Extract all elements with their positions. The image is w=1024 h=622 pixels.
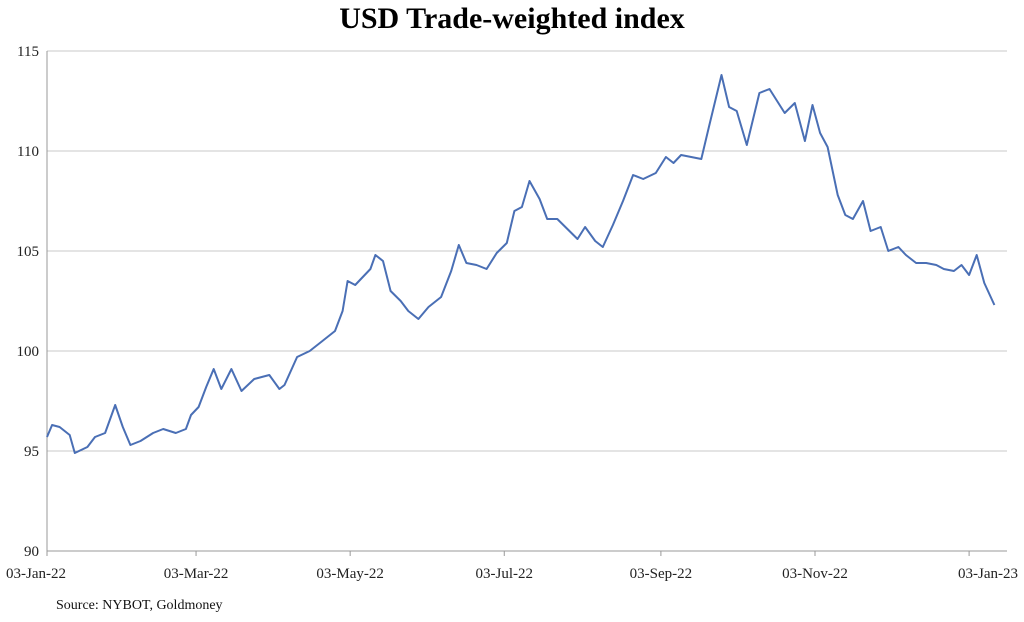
chart-title: USD Trade-weighted index [339,2,685,35]
y-tick-label: 105 [17,244,40,260]
y-axis-ticks: 90 95 100 105 110 115 [17,44,40,560]
x-tick-label: 03-Mar-22 [164,566,229,582]
y-tick-label: 110 [17,144,39,160]
y-tick-label: 90 [24,544,39,560]
x-tick-label: 03-Nov-22 [782,566,848,582]
x-tick-label: 03-Sep-22 [630,566,693,582]
x-tick-label: 03-Jul-22 [476,566,534,582]
series-line-0 [46,74,996,454]
gridlines [47,50,1007,452]
x-tick-label: 03-Jan-22 [6,566,66,582]
axes [46,51,1007,552]
source-note: Source: NYBOT, Goldmoney [56,598,223,613]
y-tick-label: 115 [17,44,39,60]
y-tick-label: 100 [17,344,40,360]
y-tick-label: 95 [24,444,39,460]
x-tick-label: 03-May-22 [316,566,384,582]
series-group [46,74,996,454]
x-tick-label: 03-Jan-23 [958,566,1018,582]
x-axis-ticks: 03-Jan-22 03-Mar-22 03-May-22 03-Jul-22 03-S… [6,551,1018,582]
